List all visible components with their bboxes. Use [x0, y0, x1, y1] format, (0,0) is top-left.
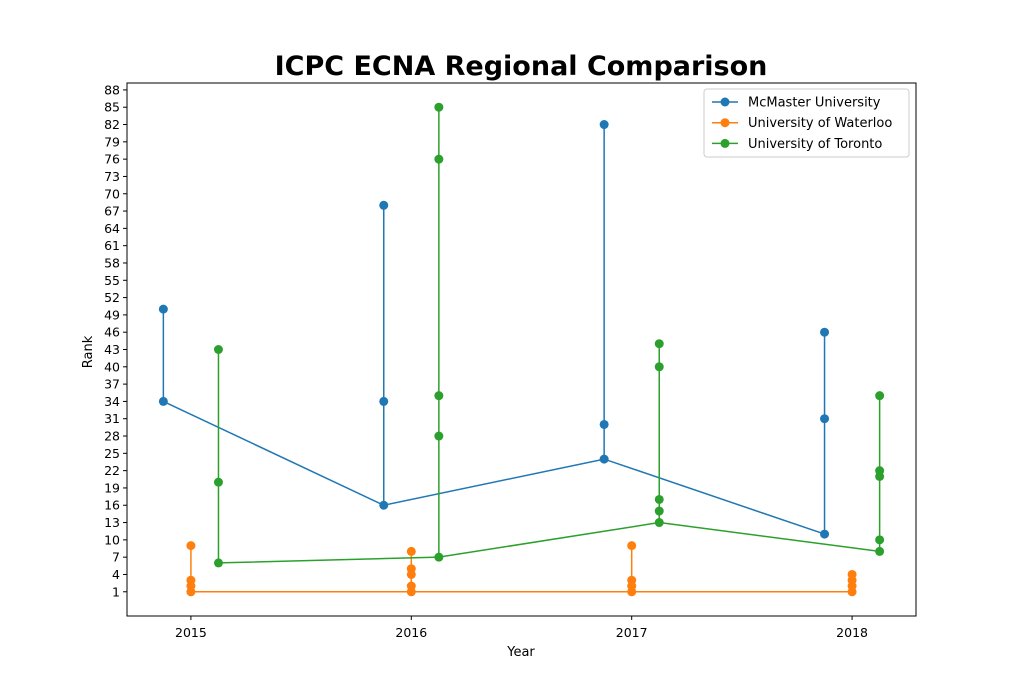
data-point — [434, 552, 444, 562]
y-tick-label: 58 — [104, 255, 120, 270]
data-point — [379, 396, 389, 406]
data-point — [406, 564, 416, 574]
data-point — [820, 327, 830, 337]
y-tick-label: 4 — [112, 567, 120, 582]
data-point — [820, 529, 830, 539]
x-tick-label: 2015 — [175, 625, 207, 640]
y-axis-label: Rank — [81, 335, 96, 368]
data-point — [654, 518, 664, 528]
y-axis: 1 4 7 10 13 16 19 22 25 28 31 34 37 40 43 46 49 52 55 58 61 6… — [104, 82, 127, 599]
series-2 — [213, 102, 885, 568]
legend-item-0: McMaster University — [712, 96, 881, 111]
series-line — [218, 521, 880, 564]
data-point — [875, 391, 885, 401]
y-tick-label: 73 — [104, 169, 120, 184]
legend-box — [703, 88, 910, 158]
series-0 — [158, 120, 830, 539]
data-point — [875, 535, 885, 545]
legend-label: McMaster University — [748, 96, 881, 111]
y-tick-label: 61 — [104, 238, 120, 253]
data-point — [599, 120, 609, 130]
data-point — [379, 200, 389, 210]
data-point — [654, 362, 664, 372]
y-tick-label: 19 — [104, 480, 120, 495]
x-tick-label: 2018 — [836, 625, 868, 640]
y-tick-label: 13 — [104, 515, 120, 530]
y-tick-label: 64 — [104, 221, 120, 236]
legend-item-1: University of Waterloo — [712, 116, 892, 131]
y-tick-label: 10 — [104, 532, 120, 547]
data-layer — [158, 102, 885, 597]
y-tick-label: 43 — [104, 342, 120, 357]
legend-marker — [720, 138, 730, 148]
data-point — [186, 575, 196, 585]
plot-frame — [126, 82, 917, 617]
y-tick-label: 1 — [112, 584, 120, 599]
y-tick-label: 82 — [104, 117, 120, 132]
data-point — [627, 541, 637, 551]
data-point — [406, 581, 416, 591]
y-tick-label: 31 — [104, 411, 120, 426]
y-tick-label: 76 — [104, 152, 120, 167]
y-tick-label: 67 — [104, 204, 120, 219]
data-point — [875, 546, 885, 556]
data-point — [213, 345, 223, 354]
data-point — [213, 477, 223, 487]
data-point — [847, 569, 857, 579]
legend-marker — [720, 97, 730, 107]
data-point — [158, 396, 168, 406]
y-tick-label: 25 — [104, 446, 120, 461]
legend-item-2: University of Toronto — [712, 137, 882, 152]
y-tick-label: 28 — [104, 429, 120, 444]
data-point — [158, 304, 168, 314]
y-tick-label: 22 — [104, 463, 120, 478]
chart-title: ICPC ECNA Regional Comparison — [275, 51, 768, 82]
legend-marker — [720, 118, 730, 128]
data-point — [599, 454, 609, 464]
x-tick-label: 2016 — [395, 625, 427, 640]
data-point — [434, 391, 444, 401]
data-point — [654, 339, 664, 349]
y-tick-label: 70 — [104, 186, 120, 201]
y-tick-label: 85 — [104, 100, 120, 115]
y-tick-label: 46 — [104, 325, 120, 340]
x-axis: 2015 2016 2017 2018 — [175, 616, 868, 640]
y-tick-label: 52 — [104, 290, 120, 305]
series-1 — [186, 541, 857, 597]
data-point — [627, 575, 637, 585]
y-tick-label: 79 — [104, 134, 120, 149]
legend: McMaster University University of Waterlo… — [703, 88, 910, 158]
y-tick-label: 7 — [112, 550, 120, 565]
data-point — [599, 419, 609, 429]
data-point — [434, 102, 444, 112]
y-tick-label: 16 — [104, 498, 120, 513]
data-point — [406, 546, 416, 556]
y-tick-label: 34 — [104, 394, 120, 409]
data-point — [820, 414, 830, 424]
data-point — [654, 494, 664, 504]
x-tick-label: 2017 — [616, 625, 648, 640]
y-tick-label: 55 — [104, 273, 120, 288]
data-point — [186, 541, 196, 551]
data-point — [213, 558, 223, 568]
y-tick-label: 37 — [104, 377, 120, 392]
legend-label: University of Waterloo — [748, 116, 892, 131]
data-point — [434, 431, 444, 441]
data-point — [654, 506, 664, 516]
data-point — [379, 500, 389, 510]
y-tick-label: 49 — [104, 307, 120, 322]
series-line — [163, 400, 825, 535]
x-axis-label: Year — [506, 645, 535, 660]
data-point — [875, 466, 885, 476]
legend-label: University of Toronto — [748, 137, 882, 152]
data-point — [434, 154, 444, 164]
y-tick-label: 40 — [104, 359, 120, 374]
y-tick-label: 88 — [104, 82, 120, 97]
